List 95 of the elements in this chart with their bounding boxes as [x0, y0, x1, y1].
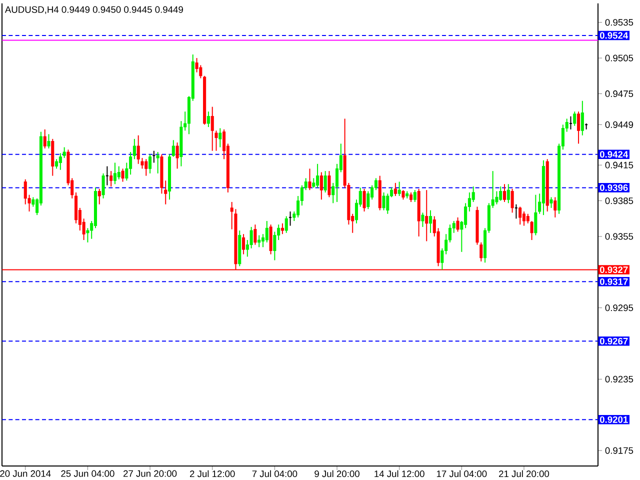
- candlestick: [328, 170, 331, 198]
- x-tick-label: 27 Jun 20:00: [124, 470, 177, 477]
- candlestick: [577, 111, 580, 144]
- candlestick: [413, 190, 416, 202]
- candlestick: [105, 166, 109, 186]
- candlestick: [510, 188, 514, 214]
- candlestick: [288, 210, 292, 226]
- candlestick: [428, 210, 432, 234]
- candlestick: [568, 116, 572, 130]
- candlestick: [316, 163, 320, 188]
- y-tick-label: 0.9475: [605, 90, 634, 98]
- y-tick-label: 0.9235: [605, 376, 634, 382]
- candlestick: [132, 138, 136, 160]
- x-tick-label: 21 Jul 20:00: [499, 470, 550, 478]
- candlestick: [499, 186, 502, 202]
- ref-line-label: 0.9317: [600, 278, 628, 285]
- candlestick: [113, 162, 116, 185]
- y-tick-label: 0.9535: [605, 19, 634, 26]
- candlestick: [312, 178, 316, 188]
- candlestick: [394, 182, 397, 197]
- y-tick-label: 0.9385: [605, 197, 634, 204]
- candlestick: [58, 152, 62, 170]
- candlestick: [554, 196, 557, 218]
- candlestick: [254, 224, 257, 246]
- candlestick: [136, 134, 140, 164]
- candlestick: [43, 128, 46, 149]
- ref-line-label: 0.9201: [600, 416, 628, 423]
- y-tick-label: 0.9295: [605, 304, 634, 312]
- y-tick-label: 0.9355: [605, 233, 634, 240]
- x-tick-label: 17 Jul 04:00: [436, 470, 487, 478]
- ref-line-label: 0.9424: [600, 151, 628, 158]
- candlestick: [550, 196, 553, 208]
- candlestick: [324, 170, 327, 193]
- candlestick: [284, 216, 288, 234]
- y-tick-label: 0.9175: [605, 447, 634, 454]
- candlestick: [308, 168, 312, 191]
- candlestick: [410, 192, 413, 202]
- candlestick: [580, 100, 584, 136]
- candlestick: [129, 152, 132, 176]
- y-tick-label: 0.9449: [605, 121, 634, 128]
- candlestick: [320, 172, 323, 200]
- candlestick: [421, 212, 424, 228]
- candlestick: [176, 142, 179, 170]
- ref-line-label: 0.9267: [600, 338, 628, 344]
- candlestick: [506, 184, 510, 204]
- candlestick: [98, 188, 101, 205]
- candlestick: [144, 158, 148, 176]
- x-tick-label: 20 Jun 2014: [0, 470, 51, 477]
- x-tick-label: 7 Jul 04:00: [252, 470, 298, 478]
- candlestick: [121, 168, 124, 182]
- candlestick: [502, 184, 506, 202]
- ref-line-label: 0.9327: [600, 266, 628, 274]
- candlestick: [110, 170, 113, 187]
- candlestick: [386, 193, 390, 214]
- candlestick: [573, 111, 576, 126]
- candlestick: [242, 234, 246, 255]
- candlestick: [148, 154, 152, 174]
- candlestick: [206, 111, 210, 128]
- candlestick: [382, 192, 386, 211]
- x-tick-label: 2 Jul 12:00: [190, 470, 235, 478]
- candlestick: [102, 172, 105, 199]
- candlestick: [47, 134, 50, 149]
- candlestick: [265, 220, 268, 243]
- candlestick: [152, 150, 156, 164]
- ref-line-label: 0.9396: [600, 184, 628, 191]
- candlestick: [62, 146, 66, 158]
- x-tick-label: 25 Jun 04:00: [61, 470, 114, 477]
- candlestick: [74, 192, 78, 224]
- x-tick-label: 9 Jul 20:00: [314, 470, 360, 478]
- candlestick: [258, 234, 261, 248]
- y-tick-label: 0.9505: [605, 54, 634, 62]
- candlestick: [366, 190, 370, 210]
- candlestick: [117, 166, 120, 180]
- candlestick: [210, 106, 214, 152]
- y-tick-label: 0.9415: [605, 162, 634, 168]
- candlestick: [269, 224, 272, 255]
- candlestick: [156, 152, 160, 174]
- candlestick: [522, 210, 526, 226]
- chart-title: AUDUSD,H4 0.9449 0.9450 0.9445 0.9449: [4, 6, 183, 14]
- candlestick: [280, 222, 284, 235]
- candlestick: [55, 158, 58, 170]
- candlestick: [456, 216, 460, 232]
- candlestick: [362, 188, 366, 212]
- candlestick: [398, 181, 401, 197]
- ref-line-label: 0.9524: [600, 32, 628, 39]
- candlestick: [518, 206, 522, 226]
- candlestick: [24, 178, 27, 205]
- candlestick: [425, 190, 428, 242]
- candlestick: [218, 128, 222, 148]
- x-tick-label: 14 Jul 12:00: [374, 470, 424, 478]
- candlestick: [480, 242, 483, 262]
- candlestick: [514, 204, 518, 220]
- candlestick: [534, 194, 538, 236]
- candlestick: [172, 140, 175, 158]
- candlestick: [402, 190, 405, 200]
